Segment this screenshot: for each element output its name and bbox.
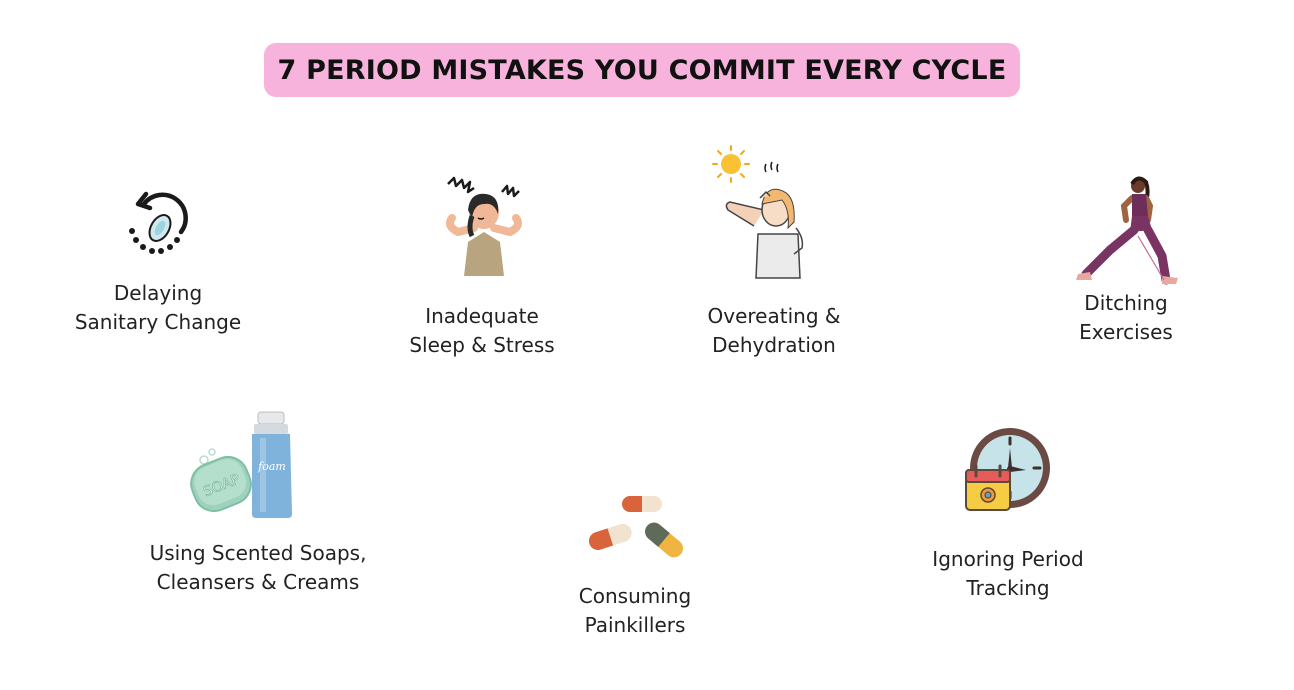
mistake-label: Using Scented Soaps, Cleansers & Creams xyxy=(149,541,367,594)
mistake-label: Consuming Painkillers xyxy=(578,584,692,637)
stressed-woman-icon xyxy=(446,176,522,276)
page-title: 7 PERIOD MISTAKES YOU COMMIT EVERY CYCLE xyxy=(277,54,1007,86)
hot-sweating-woman-icon xyxy=(712,145,804,279)
sanitary-pad-refresh-icon xyxy=(129,191,188,254)
exercising-woman-icon xyxy=(1076,176,1178,285)
mistake-label: Overeating & Dehydration xyxy=(707,304,841,357)
mistake-label: Ignoring Period Tracking xyxy=(932,547,1084,600)
mistake-label: Inadequate Sleep & Stress xyxy=(409,304,555,357)
svg-text:foam: foam xyxy=(257,460,286,473)
mistake-label: Ditching Exercises xyxy=(1079,291,1173,344)
clock-calendar-icon xyxy=(965,428,1050,511)
pills-capsules-icon xyxy=(588,496,683,558)
mistake-label: Delaying Sanitary Change xyxy=(74,281,242,334)
soap-and-foam-bottle-icon: foam SOAP xyxy=(190,411,292,518)
title-banner: 7 PERIOD MISTAKES YOU COMMIT EVERY CYCLE xyxy=(264,43,1020,97)
